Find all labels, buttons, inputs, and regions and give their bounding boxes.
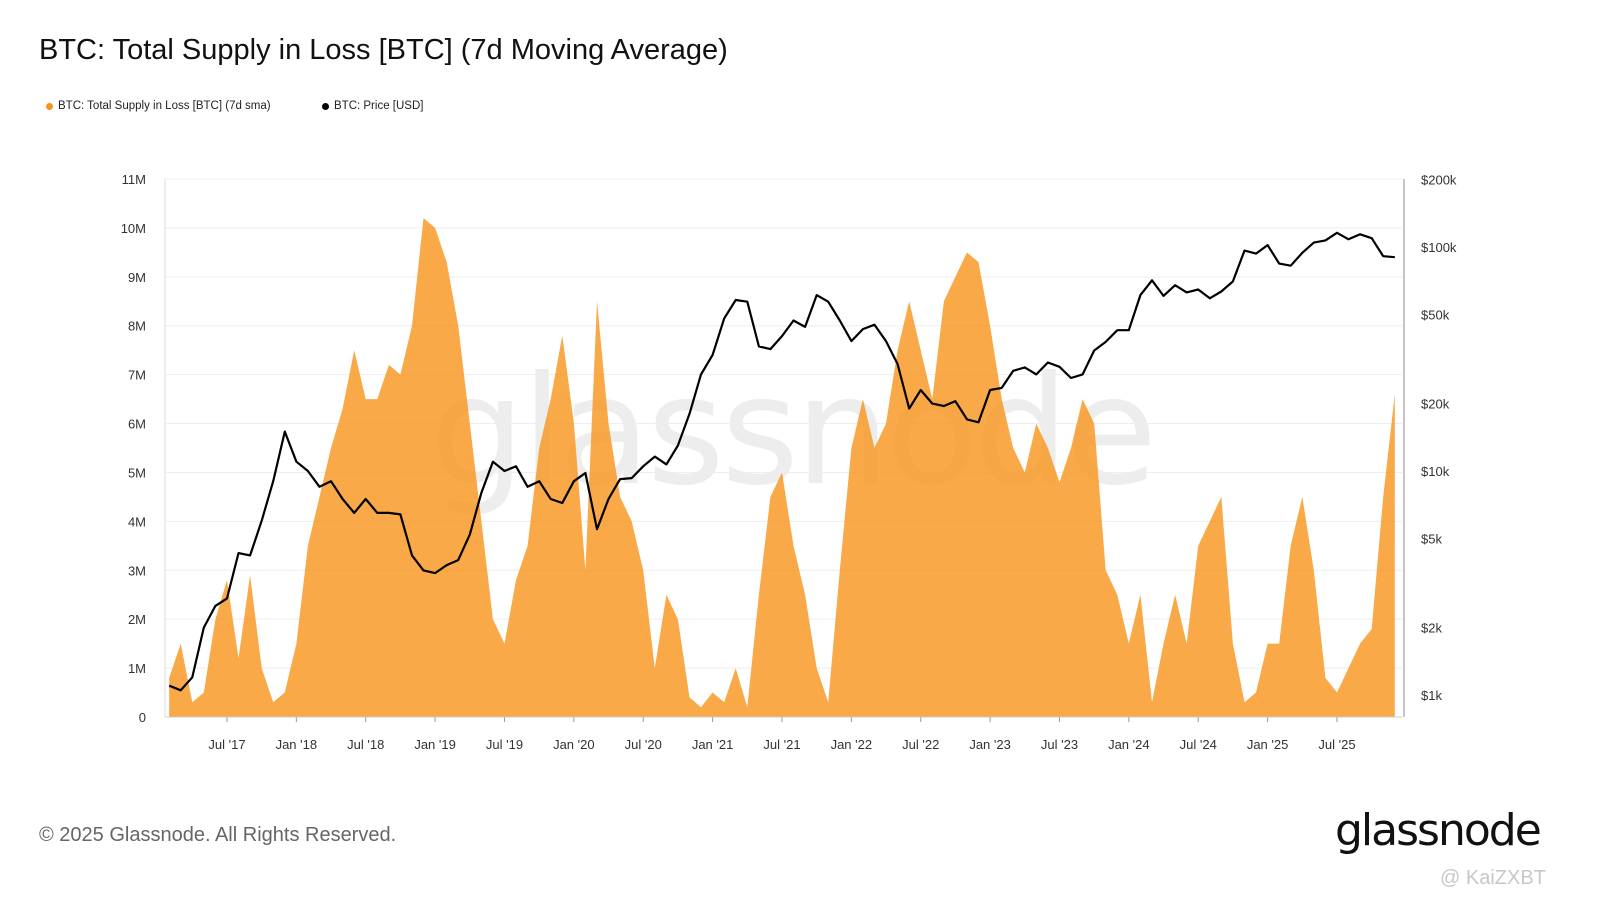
x-tick-label: Jan '20 [553, 737, 595, 752]
credit-watermark: @ KaiZXBT [1440, 867, 1546, 889]
y-left-tick-label: 4M [128, 514, 146, 529]
x-tick-label: Jan '23 [969, 737, 1011, 752]
price-line [168, 231, 1395, 692]
x-tick-label: Jul '18 [347, 737, 384, 752]
y-right-tick-label: $20k [1421, 397, 1450, 412]
legend-label: BTC: Price [USD] [334, 100, 424, 112]
legend-label: BTC: Total Supply in Loss [BTC] (7d sma) [58, 100, 271, 112]
y-right-tick-label: $1k [1421, 688, 1442, 703]
x-tick-label: Jul '20 [625, 737, 662, 752]
x-tick-label: Jul '17 [208, 737, 245, 752]
x-tick-label: Jan '21 [692, 737, 734, 752]
y-right-tick-label: $5k [1421, 531, 1442, 546]
x-tick-label: Jul '24 [1180, 737, 1217, 752]
x-tick-label: Jan '18 [276, 737, 318, 752]
y-left-tick-label: 8M [128, 319, 146, 334]
copyright: © 2025 Glassnode. All Rights Reserved. [39, 824, 397, 846]
x-tick-label: Jul '19 [486, 737, 523, 752]
y-left-tick-label: 3M [128, 563, 146, 578]
orange-dot-icon [46, 102, 53, 110]
glassnode-logo: glassnode [1335, 805, 1542, 856]
x-tick-label: Jan '22 [831, 737, 873, 752]
x-tick-label: Jul '22 [902, 737, 939, 752]
y-left-tick-label: 10M [121, 221, 146, 236]
black-dot-icon [322, 102, 329, 110]
y-left-tick-label: 6M [128, 417, 146, 432]
y-right-tick-label: $2k [1421, 621, 1442, 636]
y-left-tick-label: 7M [128, 368, 146, 383]
y-left-tick-label: 9M [128, 270, 146, 285]
legend-item-supply-in-loss[interactable]: BTC: Total Supply in Loss [BTC] (7d sma) [46, 100, 271, 112]
chart-title: BTC: Total Supply in Loss [BTC] (7d Movi… [39, 34, 728, 66]
x-tick-label: Jul '25 [1318, 737, 1355, 752]
x-tick-label: Jan '24 [1108, 737, 1150, 752]
x-tick-label: Jan '19 [414, 737, 456, 752]
x-tick-label: Jul '21 [763, 737, 800, 752]
supply-in-loss-area [169, 218, 1395, 717]
y-left-tick-label: 0 [139, 710, 146, 725]
y-right-tick-label: $50k [1421, 307, 1450, 322]
y-right-tick-label: $100k [1421, 240, 1457, 255]
x-tick-label: Jan '25 [1247, 737, 1289, 752]
y-left-tick-label: 11M [122, 172, 146, 187]
y-left-tick-label: 1M [128, 661, 146, 676]
y-right-tick-label: $200k [1421, 173, 1457, 188]
x-tick-label: Jul '23 [1041, 737, 1078, 752]
y-left-tick-label: 5M [128, 465, 146, 480]
y-right-tick-label: $10k [1421, 464, 1450, 479]
legend-item-price[interactable]: BTC: Price [USD] [322, 100, 423, 112]
y-left-tick-label: 2M [128, 612, 146, 627]
